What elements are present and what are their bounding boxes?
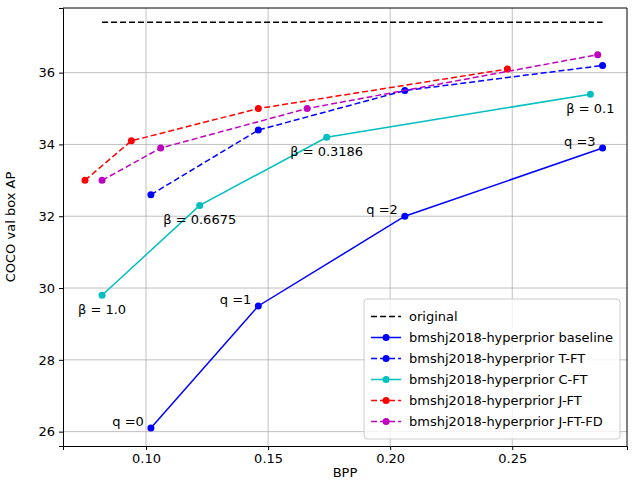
point	[128, 137, 135, 144]
point	[81, 177, 88, 184]
tick-mark	[390, 446, 391, 450]
tick: 26	[38, 424, 63, 439]
point-label: β = 0.6675	[163, 212, 236, 227]
legend-item: bmshj2018-hyperprior J-FT	[371, 393, 582, 408]
legend-swatch	[371, 316, 401, 318]
tick-mark	[59, 432, 63, 433]
point-label: q =3	[564, 134, 596, 149]
plot-background	[63, 8, 627, 446]
x-axis-title: BPP	[333, 465, 358, 480]
point-label: β = 0.1	[566, 101, 614, 116]
series-line	[151, 65, 603, 194]
point-label: β = 0.3186	[290, 144, 363, 159]
tick: 0.20	[376, 446, 405, 466]
tick-label: 28	[38, 352, 55, 367]
y-axis-title: COCO val box AP	[3, 172, 18, 283]
tick: 0.25	[498, 446, 527, 466]
tick-mark	[146, 446, 147, 450]
legend-item: bmshj2018-hyperprior baseline	[371, 330, 613, 345]
tick: 32	[38, 209, 63, 224]
tick: 28	[38, 352, 63, 367]
legend-label: bmshj2018-hyperprior baseline	[409, 330, 613, 345]
tick-mark	[512, 446, 513, 450]
tick-mark	[268, 446, 269, 450]
tick: 0.15	[254, 446, 283, 466]
point	[196, 202, 203, 209]
legend-label: bmshj2018-hyperprior C-FT	[409, 372, 587, 387]
tick-label: 0.25	[498, 451, 527, 466]
series-line	[102, 94, 590, 295]
legend-marker	[383, 376, 390, 383]
frame	[63, 8, 627, 9]
tick: 0.10	[132, 446, 161, 466]
tick-mark	[59, 216, 63, 217]
point	[587, 91, 594, 98]
point	[255, 302, 262, 309]
grid-line-y	[63, 216, 627, 217]
legend-marker	[383, 355, 390, 362]
legend-label: bmshj2018-hyperprior J-FT	[409, 393, 582, 408]
point	[304, 105, 311, 112]
plot: q =0 q =1 q =2 q =3 β = 1.0 β = 0.6675 β = 0.3…	[38, 8, 627, 466]
tick-label: 32	[38, 209, 55, 224]
tick-mark	[59, 288, 63, 289]
point	[599, 62, 606, 69]
point	[401, 213, 408, 220]
point	[99, 177, 106, 184]
legend-marker	[383, 397, 390, 404]
point-label: β = 1.0	[78, 302, 126, 317]
frame	[627, 8, 628, 446]
point	[255, 127, 262, 134]
tick-label: 0.20	[376, 451, 405, 466]
legend-label: bmshj2018-hyperprior T-FT	[409, 351, 585, 366]
point-label: q =2	[366, 202, 398, 217]
legend: original bmshj2018-hyperprior baseline bms…	[364, 299, 620, 439]
tick-mark	[59, 144, 63, 145]
tick-mark	[59, 73, 63, 74]
series-line	[102, 22, 603, 24]
legend-marker	[383, 334, 390, 341]
point-label: q =1	[220, 292, 252, 307]
axis-line	[64, 447, 628, 451]
legend-marker	[383, 418, 390, 425]
legend-label: original	[409, 309, 458, 324]
grid-line-y	[63, 288, 627, 289]
tick-label: 36	[38, 65, 55, 80]
chart: q =0 q =1 q =2 q =3 β = 1.0 β = 0.6675 β = 0.3…	[0, 0, 640, 481]
y-axis: 26 28 30 32 34 36	[38, 9, 63, 447]
legend-item: original	[371, 309, 458, 324]
grid-line-x	[146, 8, 147, 446]
legend-item: bmshj2018-hyperprior J-FT-FD	[371, 414, 603, 429]
tick-mark	[59, 360, 63, 361]
point	[323, 134, 330, 141]
grid	[63, 8, 627, 446]
point	[594, 51, 601, 58]
tick: 36	[38, 65, 63, 80]
legend-item: bmshj2018-hyperprior C-FT	[371, 372, 587, 387]
tick-label: 0.10	[132, 451, 161, 466]
tick-label: 26	[38, 424, 55, 439]
tick-label: 30	[38, 281, 55, 296]
grid-line-x	[268, 8, 269, 446]
axis-line	[59, 9, 64, 447]
legend-label: bmshj2018-hyperprior J-FT-FD	[409, 414, 603, 429]
series-line	[85, 69, 507, 180]
tick-label: 34	[38, 137, 55, 152]
series-line	[102, 55, 598, 181]
point	[255, 105, 262, 112]
x-axis: 0.10 0.15 0.20 0.25	[64, 446, 628, 466]
legend-item: bmshj2018-hyperprior T-FT	[371, 351, 585, 366]
tick-label: 0.15	[254, 451, 283, 466]
tick: 34	[38, 137, 63, 152]
point	[99, 292, 106, 299]
point-label: q =0	[112, 414, 144, 429]
point	[157, 145, 164, 152]
legend-box	[364, 299, 620, 439]
point	[599, 145, 606, 152]
annotations: q =0 q =1 q =2 q =3 β = 1.0 β = 0.6675 β = 0.3…	[78, 101, 614, 429]
point	[147, 191, 154, 198]
point	[147, 425, 154, 432]
tick: 30	[38, 281, 63, 296]
